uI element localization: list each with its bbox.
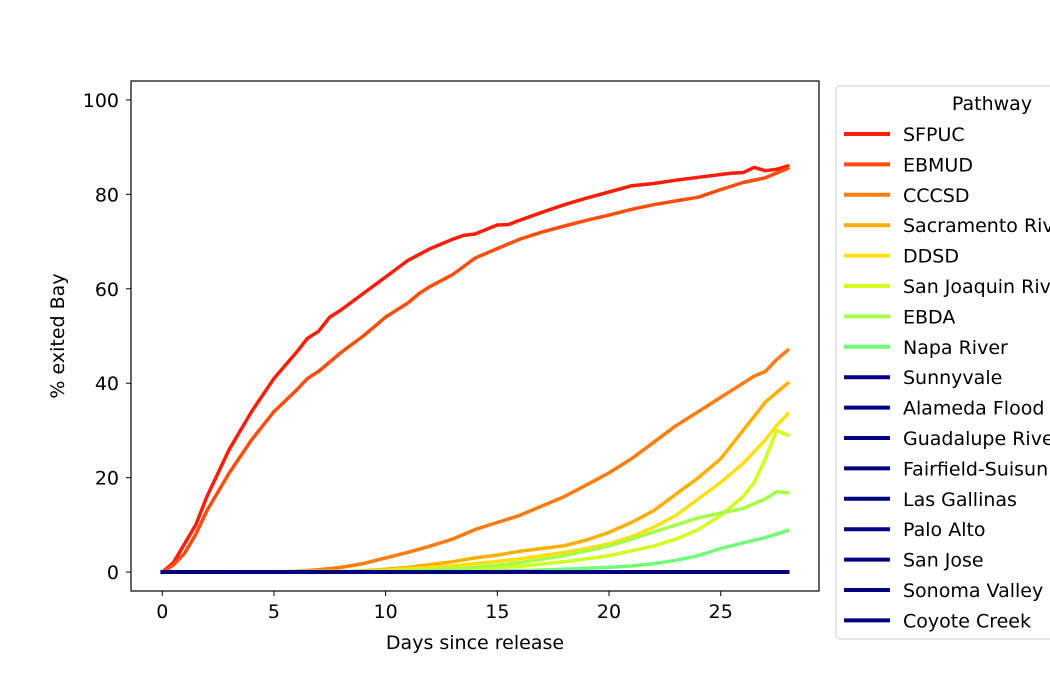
legend-label: DDSD	[903, 246, 959, 268]
legend-label: Las Gallinas	[903, 489, 1017, 511]
y-axis-label: % exited Bay	[47, 273, 69, 398]
y-tick-label: 20	[95, 468, 119, 490]
y-tick-label: 40	[95, 373, 119, 395]
y-axis: 0 20 40 60 80 100	[83, 90, 131, 584]
x-axis: 0 5 10 15 20 25	[156, 591, 733, 623]
series-line-0	[159, 163, 790, 575]
legend-label: Guadalupe River	[903, 428, 1050, 450]
legend-label: Sonoma Valley	[903, 580, 1043, 602]
x-tick-label: 5	[268, 601, 280, 623]
x-tick-label: 15	[485, 601, 509, 623]
plot-frame	[130, 80, 820, 592]
legend-label: San Jose	[903, 550, 984, 572]
legend-label: EBDA	[903, 306, 955, 328]
series-line-6	[160, 490, 790, 574]
legend-label: Alameda Flood Control	[903, 398, 1050, 420]
y-tick-label: 100	[83, 90, 119, 112]
y-tick-label: 60	[95, 279, 119, 301]
legend-label: San Joaquin River	[903, 276, 1050, 298]
series-line-3	[160, 380, 791, 574]
series-line-2	[160, 347, 791, 574]
x-tick-label: 20	[597, 601, 621, 623]
x-tick-label: 10	[374, 601, 398, 623]
x-axis-label: Days since release	[386, 632, 564, 654]
x-tick-label: 25	[709, 601, 733, 623]
y-tick-label: 80	[95, 184, 119, 206]
legend-label: EBMUD	[903, 154, 973, 176]
x-tick-label: 0	[156, 601, 168, 623]
legend-label: Napa River	[903, 337, 1008, 359]
legend-label: Coyote Creek	[903, 610, 1031, 632]
y-tick-label: 0	[107, 562, 119, 584]
legend: Pathway SFPUC EBMUD CCCSD Sacramento River D…	[835, 85, 1050, 640]
legend-label: Sacramento River	[903, 215, 1050, 237]
legend-title: Pathway	[952, 93, 1032, 115]
series-line-1	[159, 166, 790, 575]
legend-items: SFPUC EBMUD CCCSD Sacramento River DDSD San J…	[844, 124, 1050, 632]
legend-label: CCCSD	[903, 185, 970, 207]
legend-label: Fairfield-Suisun	[903, 458, 1048, 480]
legend-label: SFPUC	[903, 124, 965, 146]
legend-label: Palo Alto	[903, 519, 986, 541]
legend-label: Sunnyvale	[903, 367, 1002, 389]
series-layer	[159, 163, 791, 575]
series-line-4	[160, 411, 791, 574]
